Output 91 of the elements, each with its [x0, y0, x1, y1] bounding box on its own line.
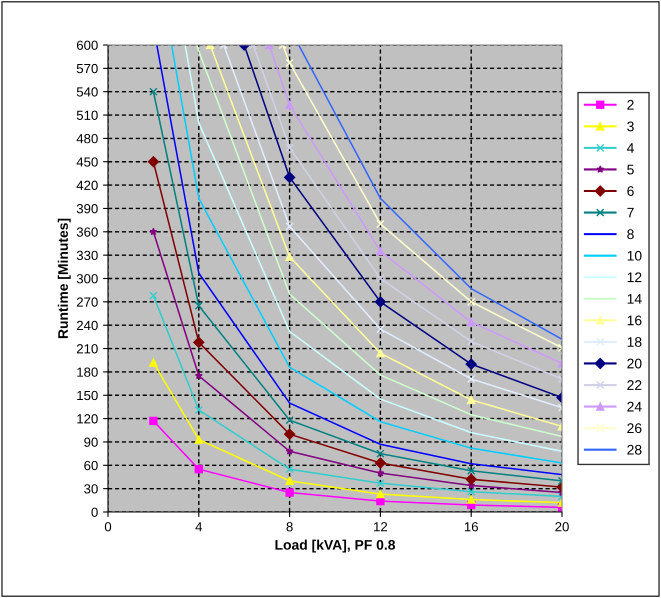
point: [467, 318, 476, 326]
point: [149, 358, 158, 367]
point: [149, 416, 158, 426]
point: [194, 465, 203, 474]
point: [376, 274, 385, 283]
legend-label: 7: [627, 208, 634, 218]
y-tick-label: 480: [76, 134, 98, 144]
point: [285, 465, 294, 474]
point: [149, 228, 158, 236]
legend-label: 2: [627, 100, 634, 110]
point: [285, 488, 294, 497]
point: [285, 144, 294, 152]
point: [284, 172, 296, 183]
point: [194, 302, 203, 310]
y-axis-title: Runtime [Minutes]: [58, 218, 71, 338]
y-tick-label: 390: [76, 204, 98, 214]
x-tick-label: 20: [555, 522, 569, 532]
legend-label: 14: [628, 294, 642, 304]
point: [374, 296, 386, 308]
point: [285, 252, 294, 261]
y-tick-label: 210: [76, 344, 98, 354]
y-tick-label: 240: [76, 320, 98, 330]
x-axis-title: Load [kVA], PF 0.8: [275, 540, 396, 553]
legend-label: 24: [627, 402, 642, 412]
legend-label: 8: [627, 229, 634, 240]
legend-label: 20: [627, 358, 642, 368]
y-tick-label: 360: [76, 227, 98, 237]
x-tick-label: 0: [104, 522, 112, 532]
y-tick-label: 330: [76, 250, 98, 260]
point: [148, 156, 160, 168]
y-tick-label: 60: [84, 460, 98, 470]
y-tick-label: 120: [77, 414, 98, 424]
y-tick-label: 600: [76, 40, 98, 50]
point: [194, 406, 203, 414]
legend-label: 22: [627, 380, 642, 390]
legend-label: 16: [628, 316, 642, 326]
point: [376, 479, 385, 488]
point: [467, 495, 476, 504]
point: [285, 100, 294, 110]
point: [285, 476, 294, 486]
x-tick-label: 16: [464, 522, 478, 532]
point: [376, 349, 385, 358]
y-tick-label: 150: [77, 390, 98, 400]
point: [467, 374, 476, 384]
point: [149, 88, 158, 96]
x-tick-label: 12: [374, 522, 388, 532]
point: [467, 337, 476, 346]
point: [467, 298, 476, 306]
y-tick-label: 30: [84, 484, 98, 494]
y-tick-label: 450: [76, 157, 98, 167]
point: [285, 58, 294, 68]
y-tick-label: 420: [76, 180, 98, 190]
x-tick-label: 8: [286, 522, 293, 532]
legend-label: 10: [628, 250, 642, 261]
point: [194, 435, 203, 444]
y-tick-label: 570: [76, 64, 98, 74]
legend-label: 26: [627, 423, 642, 434]
point: [467, 396, 476, 404]
point: [376, 449, 385, 458]
point: [285, 222, 294, 231]
point: [285, 416, 294, 424]
point: [466, 474, 477, 485]
point: [194, 372, 203, 380]
legend-label: 18: [628, 337, 642, 347]
point: [467, 488, 476, 496]
y-tick-label: 540: [76, 87, 98, 97]
y-tick-label: 270: [76, 297, 98, 307]
point: [376, 324, 385, 334]
point: [193, 336, 204, 348]
legend-label: 6: [627, 186, 634, 196]
legend-label: 5: [627, 164, 634, 174]
point: [376, 220, 385, 228]
point: [376, 247, 385, 256]
point: [374, 457, 386, 469]
y-tick-label: 510: [76, 110, 98, 120]
legend-label: 12: [628, 272, 642, 282]
point: [376, 490, 385, 498]
point: [149, 291, 158, 300]
y-tick-label: 300: [76, 274, 98, 284]
legend-label: 4: [626, 143, 634, 153]
y-tick-label: 90: [84, 438, 98, 447]
legend-label: 3: [627, 121, 634, 132]
point: [286, 447, 294, 455]
x-tick-label: 4: [195, 522, 202, 532]
point: [466, 358, 477, 370]
legend-label: 28: [627, 444, 642, 455]
y-tick-label: 180: [77, 367, 98, 377]
point: [284, 428, 296, 440]
point: [376, 468, 384, 477]
point: [467, 466, 476, 475]
y-tick-label: 0: [91, 508, 98, 517]
